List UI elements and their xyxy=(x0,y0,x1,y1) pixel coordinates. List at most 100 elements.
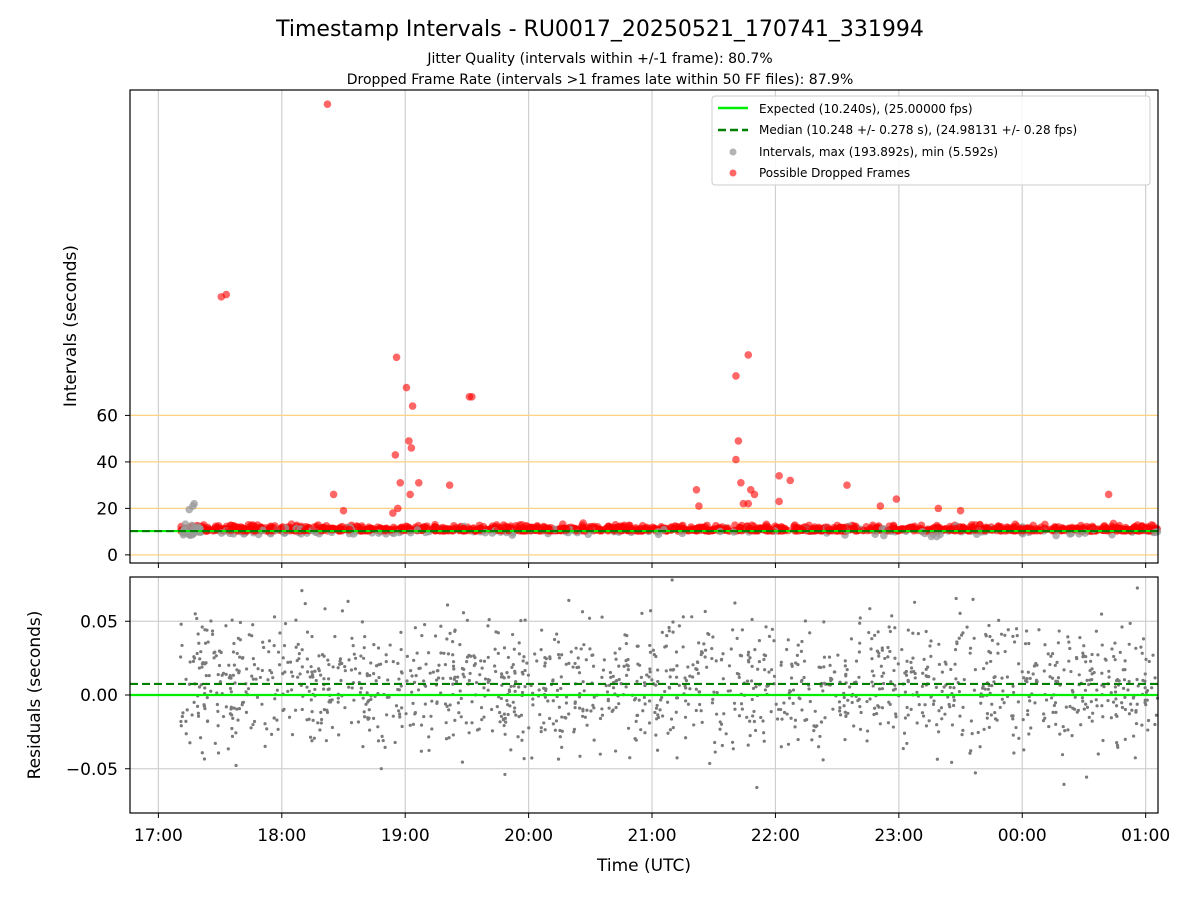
residual-point xyxy=(1053,663,1057,667)
residual-point xyxy=(954,596,958,601)
residual-point xyxy=(228,686,233,691)
residual-point xyxy=(413,626,417,630)
interval-point xyxy=(190,499,198,508)
residual-point xyxy=(1113,685,1117,689)
residual-point xyxy=(755,785,759,790)
residual-point xyxy=(632,698,637,702)
dropped-frame-point xyxy=(731,521,739,529)
residual-point xyxy=(535,659,539,663)
residual-point xyxy=(397,677,401,681)
residual-point xyxy=(846,698,850,702)
residual-point xyxy=(386,678,390,682)
residual-point xyxy=(439,691,443,695)
residual-point xyxy=(572,727,577,731)
dropped-frame-point xyxy=(456,525,464,534)
residual-point xyxy=(1012,690,1016,695)
top-y-tick-label: 20 xyxy=(96,499,118,519)
residual-point xyxy=(1022,748,1026,752)
residual-point xyxy=(1022,676,1026,680)
residual-point xyxy=(1083,688,1088,692)
residual-point xyxy=(1064,705,1068,709)
residual-point xyxy=(442,651,446,655)
residual-point xyxy=(870,669,874,673)
residual-point xyxy=(598,716,603,721)
residual-point xyxy=(560,729,564,733)
residual-point xyxy=(376,646,381,650)
residual-point xyxy=(520,690,525,695)
residual-point xyxy=(229,705,233,709)
residual-point xyxy=(551,699,555,703)
residual-point xyxy=(737,672,741,676)
residual-point xyxy=(1046,652,1050,656)
residual-point xyxy=(480,666,484,670)
residual-point xyxy=(523,668,527,673)
residual-point xyxy=(179,655,183,659)
residual-point xyxy=(587,616,592,620)
residual-point xyxy=(876,630,880,634)
residual-point xyxy=(293,708,298,712)
residual-point xyxy=(714,712,719,716)
residual-point xyxy=(277,663,282,667)
residual-point xyxy=(311,675,315,679)
residual-point xyxy=(724,732,728,736)
residual-point xyxy=(953,662,957,666)
residual-point xyxy=(772,639,776,643)
residual-point xyxy=(1154,713,1158,717)
residual-point xyxy=(424,662,428,666)
residual-point xyxy=(224,672,228,676)
residual-point xyxy=(849,637,854,641)
residual-point xyxy=(879,664,883,668)
residual-point xyxy=(648,667,652,671)
residual-point xyxy=(363,634,367,639)
residual-point xyxy=(713,750,717,754)
residual-point xyxy=(305,685,309,689)
residual-point xyxy=(250,634,254,638)
residual-point xyxy=(998,705,1002,710)
residual-point xyxy=(228,712,232,716)
dropped-frame-point xyxy=(502,523,511,532)
residual-point xyxy=(767,670,771,674)
residual-point xyxy=(1090,667,1094,671)
residual-point xyxy=(399,630,403,634)
residual-point xyxy=(729,647,733,651)
residual-point xyxy=(929,695,933,699)
dropped-frame-point xyxy=(695,502,703,510)
residual-point xyxy=(857,697,861,701)
legend-expected-label: Expected (10.240s), (25.00000 fps) xyxy=(759,102,973,116)
residual-point xyxy=(746,653,750,657)
residual-point xyxy=(857,650,861,654)
residual-point xyxy=(531,703,535,707)
residual-point xyxy=(639,728,643,732)
residual-point xyxy=(343,669,347,673)
residual-point xyxy=(482,715,486,719)
residual-point xyxy=(996,642,1000,646)
residual-point xyxy=(482,686,486,690)
residual-point xyxy=(962,677,966,682)
residual-point xyxy=(200,625,204,629)
residual-point xyxy=(870,657,874,661)
residual-point xyxy=(698,702,702,707)
residual-point xyxy=(1000,697,1004,701)
residual-point xyxy=(803,619,807,623)
residual-point xyxy=(770,627,775,631)
residual-point xyxy=(961,705,965,710)
dropped-frame-point xyxy=(764,523,773,532)
dropped-frame-point xyxy=(252,524,261,532)
residual-point xyxy=(238,655,242,659)
residual-point xyxy=(637,698,641,702)
residual-point xyxy=(903,690,907,694)
residual-point xyxy=(697,641,701,645)
residual-point xyxy=(921,714,926,718)
residual-point xyxy=(347,685,351,689)
residual-point xyxy=(505,699,509,703)
residual-point xyxy=(675,756,679,760)
residual-point xyxy=(674,675,679,679)
residual-point xyxy=(952,695,956,699)
residual-point xyxy=(522,757,526,761)
residual-point xyxy=(573,701,577,705)
residual-point xyxy=(913,600,917,604)
residual-point xyxy=(516,735,520,739)
residual-point xyxy=(457,711,461,715)
residual-point xyxy=(647,699,652,703)
residual-point xyxy=(972,688,977,692)
